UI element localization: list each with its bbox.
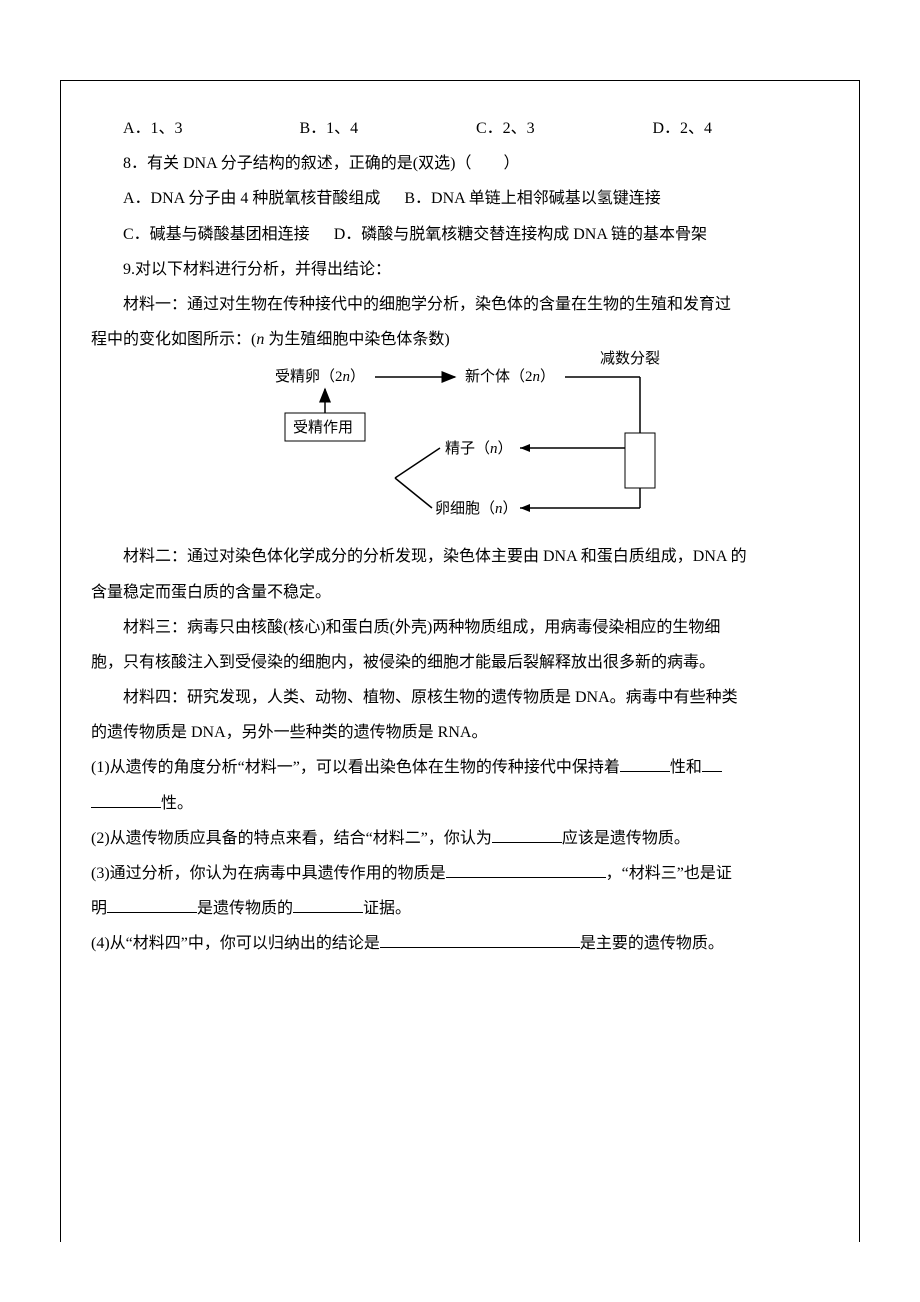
q8-choice-b: B．DNA 单链上相邻碱基以氢键连接 <box>404 190 660 207</box>
q9-sub1-line2: 性。 <box>91 786 829 821</box>
label-fertilization: 受精作用 <box>293 419 353 436</box>
q9-sub3-line1: (3)通过分析，你认为在病毒中具遗传作用的物质是 ，“材料三”也是证 <box>91 856 829 891</box>
q9-sub4-b: 是主要的遗传物质。 <box>580 935 724 952</box>
line-sperm-merge <box>395 448 440 478</box>
arrowhead-to-egg <box>520 504 530 512</box>
q9-m3-line1: 材料三：病毒只由核酸(核心)和蛋白质(外壳)两种物质组成，用病毒侵染相应的生物细 <box>91 610 829 645</box>
q9-m1b-prefix: 程中的变化如图所示：( <box>91 331 256 348</box>
q7-choices-row: A．1、3 B．1、4 C．2、3 D．2、4 <box>123 111 829 146</box>
blank-3a[interactable] <box>446 861 606 878</box>
blank-1b-part2[interactable] <box>91 791 161 808</box>
q8-line-ab: A．DNA 分子由 4 种脱氧核苷酸组成 B．DNA 单链上相邻碱基以氢键连接 <box>91 181 829 216</box>
q9-sub3-a: (3)通过分析，你认为在病毒中具遗传作用的物质是 <box>91 865 446 882</box>
label-egg: 卵细胞（n） <box>435 500 518 517</box>
label-new-individual: 新个体（2n） <box>465 368 555 385</box>
q9-sub1-b: 性和 <box>670 759 702 776</box>
q9-sub2-a: (2)从遗传物质应具备的特点来看，结合“材料二”，你认为 <box>91 830 492 847</box>
blank-3c[interactable] <box>293 896 363 913</box>
q7-choice-a: A．1、3 <box>123 111 300 146</box>
q7-choice-d: D．2、4 <box>653 111 830 146</box>
label-fertilized-egg: 受精卵（2n） <box>275 368 365 385</box>
q9-stem: 9.对以下材料进行分析，并得出结论： <box>91 252 829 287</box>
q8-line-cd: C．碱基与磷酸基团相连接 D．磷酸与脱氧核糖交替连接构成 DNA 链的基本骨架 <box>91 217 829 252</box>
q9-sub1-a: (1)从遗传的角度分析“材料一”，可以看出染色体在生物的传种接代中保持着 <box>91 759 620 776</box>
q9-m4-line2: 的遗传物质是 DNA，另外一些种类的遗传物质是 RNA。 <box>91 715 829 750</box>
q9-sub1-c: 性。 <box>161 795 193 812</box>
blank-1a[interactable] <box>620 755 670 772</box>
q9-sub4: (4)从“材料四”中，你可以归纳出的结论是 是主要的遗传物质。 <box>91 926 829 961</box>
q9-sub3-line2: 明 是遗传物质的 证据。 <box>91 891 829 926</box>
q9-sub3-b: ，“材料三”也是证 <box>606 865 732 882</box>
q8-choice-a: A．DNA 分子由 4 种脱氧核苷酸组成 <box>123 190 380 207</box>
blank-1b-part1[interactable] <box>702 755 722 772</box>
q9-m1-line2: 程中的变化如图所示：(n 为生殖细胞中染色体条数) <box>91 322 829 357</box>
q9-m3-line2: 胞，只有核酸注入到受侵染的细胞内，被侵染的细胞才能最后裂解释放出很多新的病毒。 <box>91 645 829 680</box>
blank-4[interactable] <box>380 931 580 948</box>
q8-choice-c: C．碱基与磷酸基团相连接 <box>123 226 310 243</box>
blank-3b[interactable] <box>107 896 197 913</box>
q9-sub4-a: (4)从“材料四”中，你可以归纳出的结论是 <box>91 935 380 952</box>
line-egg-merge <box>395 478 432 508</box>
arrowhead-to-sperm <box>520 444 530 452</box>
chromosome-cycle-diagram: 受精卵（2n） 新个体（2n） 减数分裂 <box>220 363 700 533</box>
q9-m1-line1: 材料一：通过对生物在传种接代中的细胞学分析，染色体的含量在生物的生殖和发育过 <box>91 287 829 322</box>
page: A．1、3 B．1、4 C．2、3 D．2、4 8．有关 DNA 分子结构的叙述… <box>0 0 920 1302</box>
q9-m2-line1: 材料二：通过对染色体化学成分的分析发现，染色体主要由 DNA 和蛋白质组成，DN… <box>91 539 829 574</box>
q9-sub3-d: 是遗传物质的 <box>197 900 293 917</box>
diagram-svg: 受精卵（2n） 新个体（2n） 减数分裂 <box>220 363 700 533</box>
q8-stem: 8．有关 DNA 分子结构的叙述，正确的是(双选)（ ） <box>91 146 829 181</box>
q9-m1b-mid: 为生殖细胞中染色体条数) <box>264 331 449 348</box>
q9-sub3-c: 明 <box>91 900 107 917</box>
q9-sub2-b: 应该是遗传物质。 <box>562 830 690 847</box>
label-sperm: 精子（n） <box>445 440 513 457</box>
content-frame: A．1、3 B．1、4 C．2、3 D．2、4 8．有关 DNA 分子结构的叙述… <box>60 80 860 1242</box>
q9-sub3-e: 证据。 <box>363 900 411 917</box>
blank-2[interactable] <box>492 826 562 843</box>
q7-choice-c: C．2、3 <box>476 111 653 146</box>
q9-m2-line2: 含量稳定而蛋白质的含量不稳定。 <box>91 575 829 610</box>
q9-m4-line1: 材料四：研究发现，人类、动物、植物、原核生物的遗传物质是 DNA。病毒中有些种类 <box>91 680 829 715</box>
meiosis-box <box>625 433 655 488</box>
label-meiosis: 减数分裂 <box>600 350 660 367</box>
q9-sub2: (2)从遗传物质应具备的特点来看，结合“材料二”，你认为 应该是遗传物质。 <box>91 821 829 856</box>
q7-choice-b: B．1、4 <box>300 111 477 146</box>
q8-choice-d: D．磷酸与脱氧核糖交替连接构成 DNA 链的基本骨架 <box>334 226 707 243</box>
q9-sub1: (1)从遗传的角度分析“材料一”，可以看出染色体在生物的传种接代中保持着 性和 <box>91 750 829 785</box>
